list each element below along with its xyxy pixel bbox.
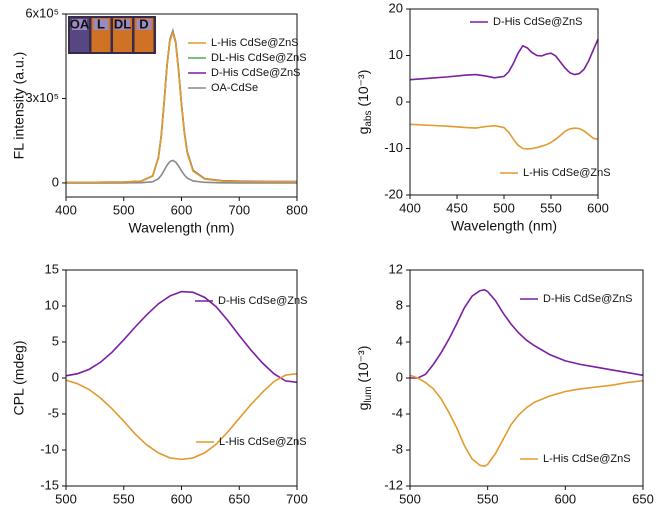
- x-tick-label: 500: [55, 491, 77, 506]
- inset-label: OA: [70, 16, 90, 31]
- y-tick-label: 0: [52, 369, 59, 384]
- y-tick-label: 8: [396, 297, 403, 312]
- y-tick-label: -4: [391, 405, 403, 420]
- legend-label: D-His CdSe@ZnS: [493, 16, 582, 28]
- inset-label: DL: [114, 16, 131, 31]
- x-tick-label: 500: [493, 200, 515, 215]
- y-tick-label: -5: [47, 405, 59, 420]
- x-tick-label: 800: [286, 202, 308, 217]
- vial-label-bg: [136, 19, 152, 30]
- y-axis-label-unit: (10⁻³): [355, 70, 371, 111]
- x-axis-label: Wavelength (nm): [128, 220, 234, 236]
- x-tick-label: 650: [228, 491, 250, 506]
- inset-label: L: [97, 16, 105, 31]
- y-tick-label: 12: [389, 261, 403, 276]
- panel: 500550600650700-15-10-5051015Wavelength …: [11, 261, 308, 506]
- legend-label: D-His CdSe@ZnS: [218, 295, 307, 307]
- x-tick-label: 600: [171, 491, 193, 506]
- plot-frame: [409, 269, 644, 487]
- y-tick-label: 5: [52, 333, 59, 348]
- y-tick-label: 4: [396, 333, 403, 348]
- y-axis-label-unit: (10⁻³): [355, 346, 371, 387]
- series-line: [410, 288, 644, 379]
- y-tick-label: 6x10⁵: [25, 5, 59, 20]
- y-tick-label: -10: [40, 441, 59, 456]
- y-axis-label: CPL (mdeg): [11, 341, 27, 416]
- y-tick-label: -15: [40, 477, 59, 492]
- y-tick-label: -20: [384, 186, 403, 201]
- legend-label: L-His CdSe@ZnS: [543, 453, 631, 465]
- vial-label-bg: [72, 19, 87, 30]
- x-tick-label: 550: [113, 491, 135, 506]
- y-axis-label: glum (10⁻³): [355, 346, 374, 411]
- y-tick-label: 10: [389, 47, 403, 62]
- plot-frame: [65, 13, 298, 198]
- y-axis-label: FL intensity (a.u.): [11, 52, 27, 160]
- x-tick-label: 400: [399, 200, 421, 215]
- x-tick-label: 600: [171, 202, 193, 217]
- x-tick-label: 700: [228, 202, 250, 217]
- series-line: [409, 38, 599, 81]
- panel: OA L DL D 400 500 600 700 800 0 3x10⁵ 6x10⁵ Waveleng…: [11, 5, 308, 235]
- series-line: [65, 372, 298, 461]
- y-tick-label: -8: [391, 441, 403, 456]
- legend-label: L-His CdSe@ZnS: [211, 37, 299, 49]
- x-tick-label: 600: [587, 200, 609, 215]
- vial-label-bg: [93, 19, 109, 30]
- y-tick-label: -10: [384, 140, 403, 155]
- vial-label-bg: [115, 19, 130, 30]
- plot-frame: [65, 269, 298, 487]
- y-axis-label: gabs (10⁻³): [355, 70, 374, 135]
- x-tick-label: 400: [55, 202, 77, 217]
- x-axis-label: Wavelength (nm): [451, 218, 557, 234]
- y-tick-label: 20: [389, 0, 403, 15]
- legend-label: L-His CdSe@ZnS: [219, 436, 307, 448]
- x-tick-label: 550: [477, 491, 499, 506]
- y-tick-label: 3x10⁵: [25, 90, 59, 105]
- inset-label: D: [139, 16, 148, 31]
- plot-frame: [409, 8, 599, 196]
- y-tick-label: 0: [396, 93, 403, 108]
- x-tick-label: 500: [399, 491, 421, 506]
- legend-label: L-His CdSe@ZnS: [523, 167, 611, 179]
- y-tick-label: 10: [45, 297, 59, 312]
- x-tick-label: 500: [113, 202, 135, 217]
- x-tick-label: 600: [554, 491, 576, 506]
- x-tick-label: 550: [540, 200, 562, 215]
- y-axis-label-main: g: [355, 127, 371, 135]
- y-axis-label-sub: lum: [363, 386, 374, 402]
- y-tick-label: 15: [45, 261, 59, 276]
- y-axis-label-main: g: [355, 403, 371, 411]
- panel: 400 450 500 550 600 -20 -10 0 10 20 Wavelength (nm…: [355, 0, 611, 233]
- legend-label: OA-CdSe: [211, 82, 258, 94]
- series-line: [409, 123, 599, 150]
- series-line: [65, 290, 298, 384]
- x-tick-label: 650: [632, 491, 654, 506]
- y-tick-label: 0: [52, 174, 59, 189]
- y-tick-label: -12: [384, 477, 403, 492]
- series-line: [66, 159, 297, 184]
- legend-label: D-His CdSe@ZnS: [211, 67, 300, 79]
- x-tick-label: 700: [286, 491, 308, 506]
- y-tick-label: 0: [396, 369, 403, 384]
- y-axis-label-sub: abs: [363, 110, 374, 126]
- series-line: [66, 29, 297, 184]
- series-line: [409, 374, 644, 468]
- legend-label: DL-His CdSe@ZnS: [211, 52, 307, 64]
- legend-label: D-His CdSe@ZnS: [543, 293, 632, 305]
- x-tick-label: 450: [446, 200, 468, 215]
